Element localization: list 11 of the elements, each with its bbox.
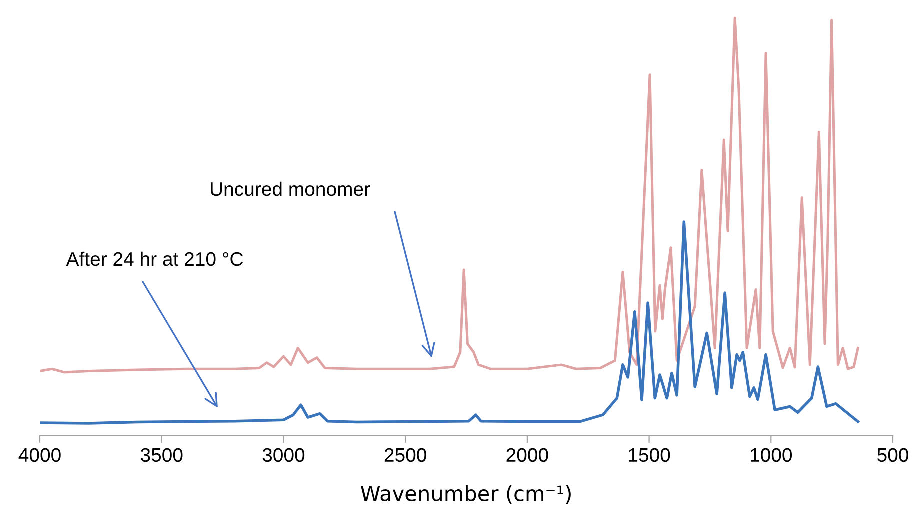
x-tick-label: 1000 (751, 448, 792, 462)
x-tick-label: 2500 (384, 448, 426, 462)
x-tick-label: 1500 (629, 448, 670, 462)
annotation: Uncured monomer (210, 182, 370, 196)
annotation: After 24 hr at 210 °C (66, 252, 243, 266)
x-tick-label: 3000 (262, 448, 305, 462)
x-tick-label: 2000 (506, 448, 548, 462)
x-tick-label: 500 (878, 448, 908, 462)
x-tick-label: 4000 (18, 448, 61, 462)
x-axis-title: Wavenumber (cm⁻¹) (360, 485, 571, 504)
x-tick-label: 3500 (140, 448, 183, 462)
